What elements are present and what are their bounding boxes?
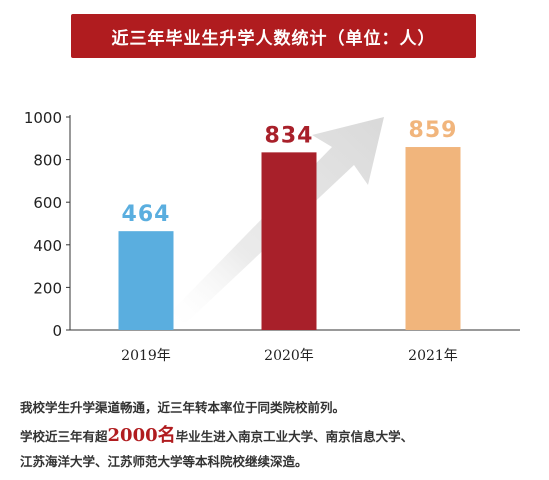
caption-line-2: 学校近三年有超2000名毕业生进入南京工业大学、南京信息大学、 [20,421,535,447]
bar-2021年 [405,147,461,330]
y-tick-label-2: 400 [33,237,62,255]
caption-highlight-count: 2000名 [107,425,176,446]
chart-title-banner: 近三年毕业生升学人数统计（单位：人） [71,14,476,58]
caption-line-1: 我校学生升学渠道畅通，近三年转本率位于同类院校前列。 [20,400,346,415]
y-tick-label-3: 600 [33,194,62,212]
data-label-0: 464 [122,202,171,227]
data-label-2: 859 [409,118,458,143]
bar-chart: 0 200 400 600 800 1000 464 2019年 834 2020年 859 202… [24,109,520,364]
bar-2019年 [118,231,174,330]
bar-2020年 [261,152,317,330]
x-tick-label-2: 2021年 [408,348,458,364]
chart-title: 近三年毕业生升学人数统计（单位：人） [111,28,436,49]
y-tick-label-1: 200 [33,279,62,297]
y-tick-label-4: 800 [33,152,62,170]
x-tick-label-0: 2019年 [121,348,171,364]
caption-line-2-prefix: 学校近三年有超 [20,429,108,444]
data-label-1: 834 [265,123,314,148]
y-tick-label-5: 1000 [24,109,62,127]
caption-line-2-suffix: 毕业生进入南京工业大学、南京信息大学、 [175,429,414,444]
caption-line-3: 江苏海洋大学、江苏师范大学等本科院校继续深造。 [20,454,308,469]
y-tick-label-0: 0 [52,322,62,340]
x-tick-label-1: 2020年 [264,348,314,364]
